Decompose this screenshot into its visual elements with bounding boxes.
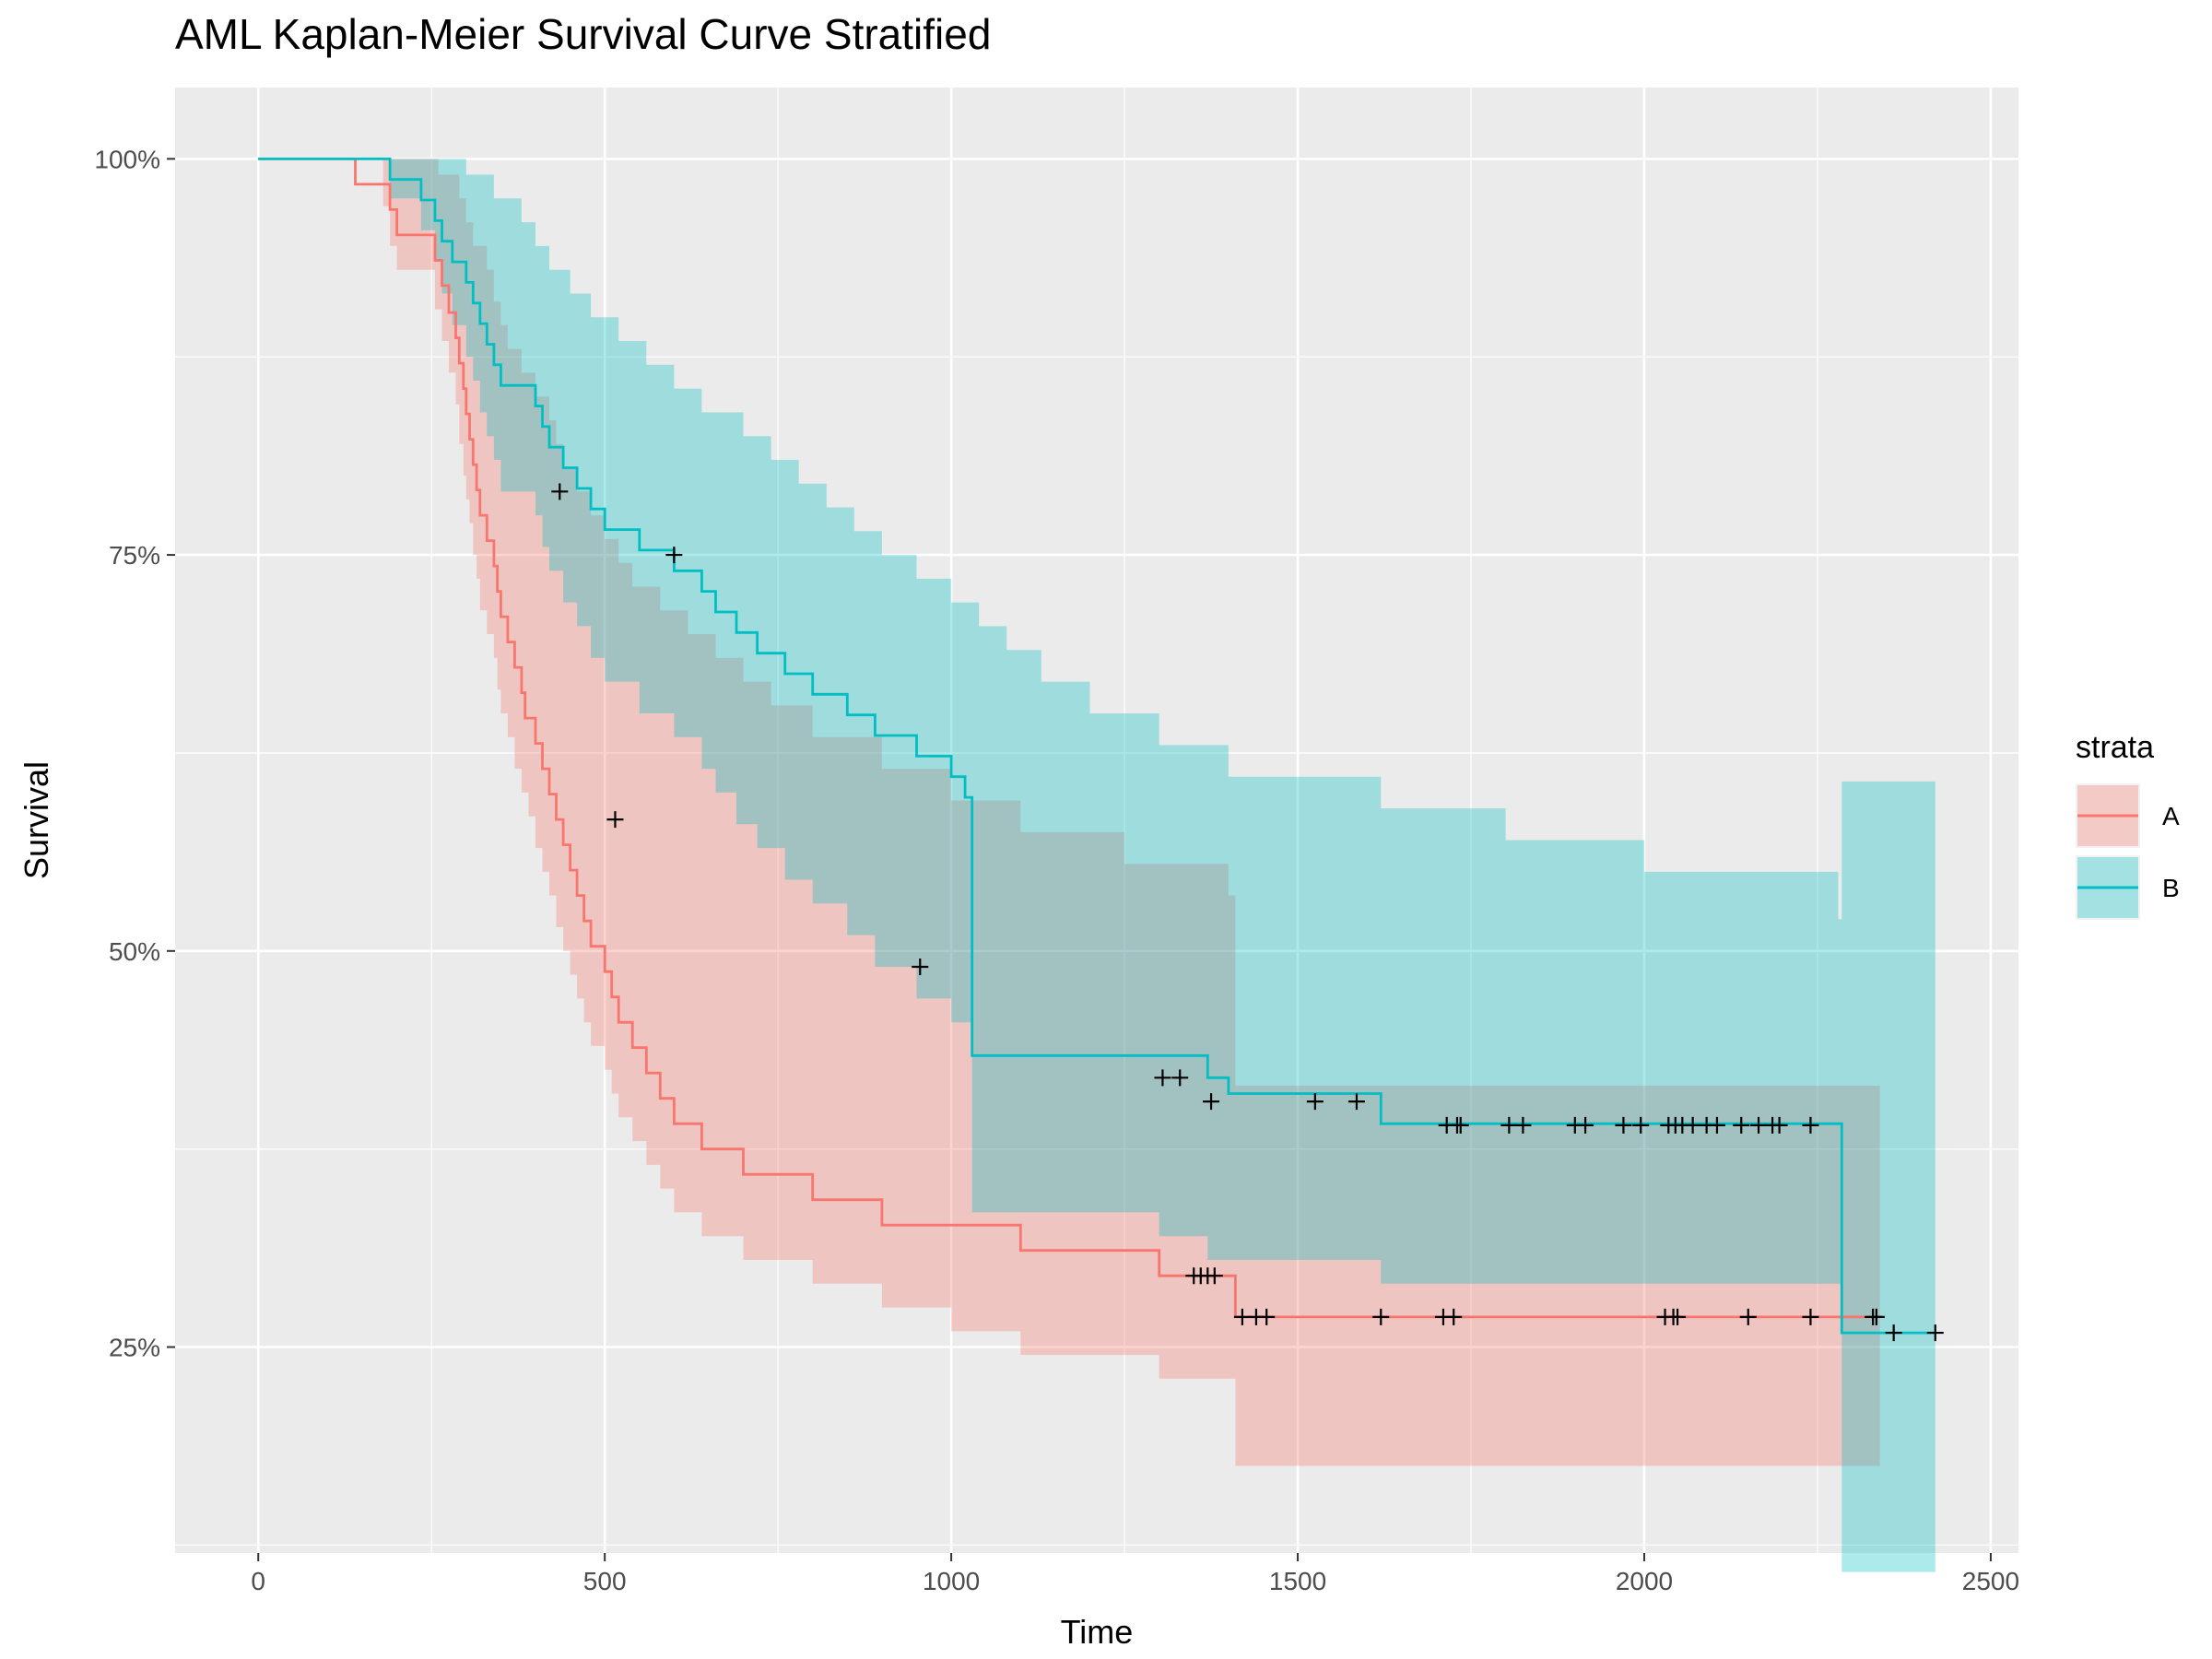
censor-mark-B: [1171, 1069, 1189, 1087]
censor-mark-A: [1233, 1308, 1251, 1325]
censor-mark-A: [1372, 1308, 1390, 1325]
x-axis-title: Time: [1061, 1613, 1134, 1651]
legend-title: strata: [2076, 730, 2154, 765]
y-tick-label: 50%: [109, 937, 160, 966]
censor-mark-B: [1203, 1093, 1220, 1111]
x-tick-label: 500: [583, 1567, 627, 1595]
x-tick-label: 1000: [923, 1567, 980, 1595]
censor-mark-B: [912, 959, 929, 975]
chart-title: AML Kaplan-Meier Survival Curve Stratifi…: [175, 10, 992, 58]
censor-mark-B: [1452, 1116, 1469, 1134]
censor-marks: [551, 483, 1944, 1342]
y-tick-label: 25%: [109, 1334, 160, 1362]
censor-mark-A: [1802, 1308, 1819, 1325]
censor-mark-B: [1708, 1116, 1725, 1134]
confidence-bands: [258, 159, 1936, 1572]
censor-mark-B: [1750, 1116, 1768, 1134]
legend: strata A B: [2076, 730, 2180, 920]
censor-mark-B: [1733, 1116, 1750, 1134]
censor-mark-A: [1669, 1308, 1687, 1325]
censor-mark-B: [1771, 1116, 1788, 1134]
x-tick-label: 2000: [1616, 1567, 1673, 1595]
y-axis-title: Survival: [18, 761, 55, 879]
censor-mark-B: [1154, 1069, 1171, 1087]
y-tick-label: 100%: [94, 145, 160, 173]
censor-mark-B: [1306, 1093, 1324, 1111]
censor-mark-B: [665, 547, 683, 564]
censor-mark-A: [1445, 1308, 1463, 1325]
survival-curve-A: [258, 157, 1880, 1319]
survival-curves: [258, 157, 1936, 1335]
censor-mark-B: [1577, 1116, 1594, 1134]
censor-mark-B: [1885, 1324, 1902, 1342]
censor-mark-A: [1258, 1308, 1276, 1325]
censor-mark-B: [551, 483, 569, 500]
y-tick-label: 75%: [109, 541, 160, 570]
censor-mark-B: [1867, 1308, 1885, 1325]
x-tick-label: 0: [251, 1567, 265, 1595]
plot-panel: [175, 88, 2018, 1553]
censor-mark-B: [1347, 1093, 1365, 1111]
grid-minor: [175, 88, 2018, 1553]
legend-label-B: B: [2162, 874, 2180, 902]
confidence-band-A: [258, 159, 1880, 1466]
censor-mark-A: [1206, 1267, 1223, 1285]
censor-mark-A: [1739, 1308, 1757, 1325]
grid-major: [175, 88, 2018, 1553]
censor-mark-B: [1684, 1116, 1701, 1134]
y-axis: 25% 50% 75% 100%: [94, 145, 175, 1362]
censor-mark-B: [1514, 1116, 1532, 1134]
x-tick-label: 2500: [1962, 1567, 2019, 1595]
legend-label-A: A: [2162, 802, 2180, 830]
confidence-band-B: [258, 159, 1936, 1572]
censor-mark-B: [1802, 1116, 1819, 1134]
x-tick-label: 1500: [1269, 1567, 1326, 1595]
survival-curve-B: [258, 157, 1936, 1335]
x-axis: 0 500 1000 1500 2000 2500: [251, 1553, 2019, 1595]
censor-mark-B: [1500, 1116, 1518, 1134]
censor-mark-B: [1615, 1116, 1632, 1134]
censor-mark-B: [1632, 1116, 1650, 1134]
censor-mark-B: [1926, 1324, 1944, 1342]
censor-mark-A: [606, 811, 624, 829]
